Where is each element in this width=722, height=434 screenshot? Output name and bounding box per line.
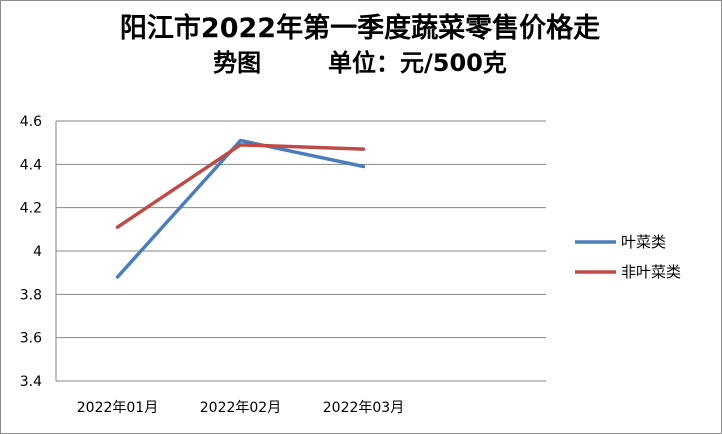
x-tick-label: 2022年03月 [323, 400, 404, 416]
series-line [115, 138, 366, 279]
x-tick-label: 2022年01月 [77, 400, 158, 416]
legend-label: 非叶菜类 [621, 263, 681, 281]
y-tick-label: 3.8 [20, 287, 42, 303]
chart-title-line2: 势图 单位：元/500克 [213, 49, 507, 77]
y-tick-label: 4.6 [20, 114, 42, 130]
y-tick-label: 4.2 [20, 201, 42, 217]
series-line [115, 143, 366, 229]
y-tick-label: 4 [33, 244, 42, 260]
x-tick-label: 2022年02月 [200, 400, 281, 416]
legend-label: 叶菜类 [621, 233, 666, 251]
chart-title: 阳江市2022年第一季度蔬菜零售价格走 势图 单位：元/500克 [40, 12, 680, 80]
chart-title-line1: 阳江市2022年第一季度蔬菜零售价格走 [119, 13, 601, 44]
y-tick-label: 3.4 [20, 374, 42, 390]
y-tick-label: 4.4 [20, 157, 42, 173]
y-tick-label: 3.6 [20, 331, 42, 347]
